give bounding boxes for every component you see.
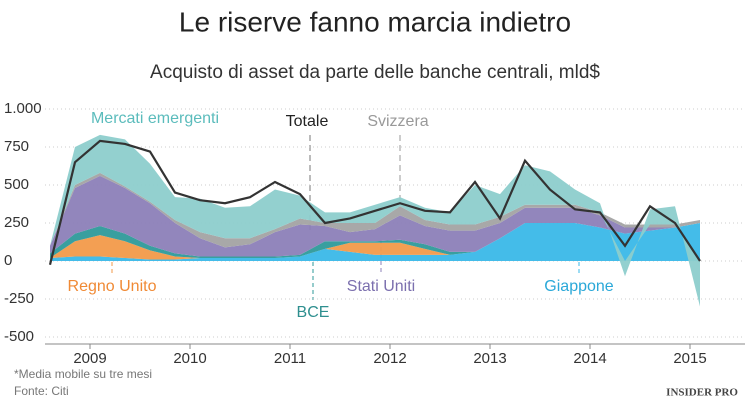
y-tick-label: 250	[4, 214, 29, 231]
y-tick-label: 0	[4, 252, 12, 269]
x-tick-label: 2009	[73, 350, 106, 367]
series-label: Mercati emergenti	[91, 110, 219, 127]
area	[50, 223, 700, 260]
x-tick-label: 2015	[673, 350, 706, 367]
series-label: Regno Unito	[68, 278, 157, 295]
x-tick-label: 2014	[573, 350, 606, 367]
area	[50, 223, 700, 261]
x-tick-label: 2013	[473, 350, 506, 367]
y-tick-label: -500	[4, 328, 34, 345]
y-tick-label: 1.000	[4, 100, 42, 117]
x-tick-label: 2010	[173, 350, 206, 367]
area	[50, 175, 700, 257]
chart-subtitle: Acquisto di asset da parte delle banche …	[150, 62, 600, 83]
source: Fonte: Citi	[14, 384, 69, 398]
total-line	[48, 139, 701, 266]
logo: INSIDER PRO	[666, 387, 738, 399]
x-tick-label: 2011	[274, 350, 306, 367]
x-tick-label: 2012	[373, 350, 406, 367]
series-label: Totale	[286, 113, 329, 130]
series-label: Stati Uniti	[347, 278, 415, 295]
series-label: BCE	[297, 304, 330, 321]
y-tick-label: 500	[4, 176, 29, 193]
series-label: Giappone	[544, 278, 613, 295]
area	[50, 134, 700, 307]
note: *Media mobile su tre mesi	[14, 367, 152, 381]
y-tick-label: -250	[4, 290, 34, 307]
y-tick-label: 750	[4, 138, 29, 155]
series-label: Svizzera	[367, 113, 428, 130]
chart-title: Le riserve fanno marcia indietro	[179, 6, 571, 37]
